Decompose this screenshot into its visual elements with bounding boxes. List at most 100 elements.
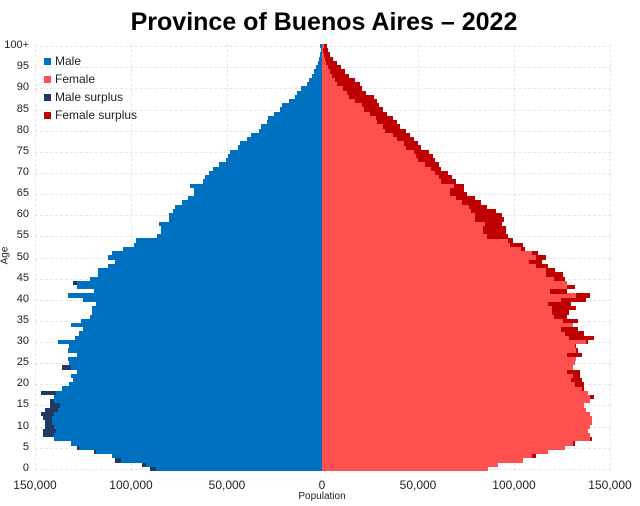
bar xyxy=(589,437,592,442)
bar xyxy=(258,128,322,133)
bar xyxy=(322,255,537,260)
bar xyxy=(325,60,338,66)
bar xyxy=(323,48,328,53)
bar xyxy=(188,196,322,201)
y-tick-label: 45 xyxy=(16,271,29,284)
y-tick-label: 60 xyxy=(16,208,29,221)
bar xyxy=(576,348,579,353)
bar xyxy=(320,44,322,49)
bar xyxy=(251,132,322,138)
bar xyxy=(80,318,322,324)
bar xyxy=(322,128,386,133)
bar xyxy=(322,132,393,138)
bar xyxy=(322,462,499,467)
bar xyxy=(545,272,564,277)
bar xyxy=(111,251,322,256)
bar xyxy=(71,323,322,328)
bar xyxy=(553,314,567,319)
bar xyxy=(322,124,384,129)
bar xyxy=(318,60,322,66)
bar xyxy=(455,196,476,201)
bar xyxy=(323,44,327,49)
y-tick-label: 40 xyxy=(16,292,29,305)
bar xyxy=(322,272,546,277)
bar xyxy=(322,204,470,209)
bar xyxy=(322,284,567,290)
bar xyxy=(96,449,322,455)
bar xyxy=(549,289,567,294)
bar xyxy=(566,369,581,374)
bar xyxy=(536,255,546,260)
bar xyxy=(322,373,573,379)
bar xyxy=(440,179,456,184)
bar xyxy=(56,390,322,395)
bar xyxy=(57,339,322,345)
bar xyxy=(322,191,451,197)
bar xyxy=(94,289,322,294)
bar xyxy=(322,424,590,429)
bar xyxy=(322,153,416,159)
bar xyxy=(322,149,414,154)
y-tick-label: 20 xyxy=(16,377,29,390)
y-tick-label: 85 xyxy=(16,102,29,115)
bar xyxy=(329,69,345,74)
bar xyxy=(56,428,322,434)
bar xyxy=(98,268,322,273)
bar xyxy=(574,382,585,387)
bar xyxy=(71,373,322,379)
bar xyxy=(134,242,322,247)
bar xyxy=(322,200,462,205)
bar xyxy=(469,204,487,209)
y-tick-label: 80 xyxy=(16,123,29,136)
bar xyxy=(312,73,322,78)
bar xyxy=(322,432,590,438)
bar xyxy=(322,242,510,247)
bar xyxy=(331,73,349,78)
bar xyxy=(369,111,388,116)
bar xyxy=(438,175,453,180)
bar xyxy=(42,416,53,421)
bar xyxy=(322,293,577,298)
bar xyxy=(107,263,322,269)
bar xyxy=(471,208,497,214)
bar xyxy=(322,352,567,357)
bar xyxy=(79,331,322,336)
bar xyxy=(77,445,79,450)
y-tick-label: 90 xyxy=(16,81,29,94)
bar xyxy=(582,386,585,391)
bar xyxy=(111,454,322,459)
bar xyxy=(564,331,585,336)
chart-title: Province of Buenos Aires – 2022 xyxy=(130,8,518,36)
bar xyxy=(289,98,322,104)
bar xyxy=(77,352,322,357)
bar xyxy=(385,128,407,133)
bar xyxy=(205,175,322,180)
bar xyxy=(54,411,322,417)
bar xyxy=(324,56,334,61)
bar xyxy=(322,259,529,264)
bar xyxy=(322,301,548,307)
bar xyxy=(322,162,426,167)
bar xyxy=(322,416,592,421)
bar xyxy=(44,420,53,425)
bar xyxy=(322,365,573,370)
bar xyxy=(155,466,322,472)
bar xyxy=(237,145,322,150)
bar xyxy=(322,208,472,214)
bar xyxy=(322,94,349,100)
bar xyxy=(576,293,590,298)
bar xyxy=(50,399,55,404)
bar xyxy=(79,445,322,450)
bar xyxy=(551,310,569,315)
bar xyxy=(239,141,322,146)
bar xyxy=(226,158,322,163)
bar xyxy=(354,98,378,104)
bar xyxy=(322,403,585,408)
bar xyxy=(322,428,588,434)
bar xyxy=(547,301,571,307)
bar xyxy=(528,259,543,264)
bar xyxy=(482,230,506,235)
bar xyxy=(320,48,322,53)
bar xyxy=(71,365,322,370)
bar xyxy=(322,52,324,57)
